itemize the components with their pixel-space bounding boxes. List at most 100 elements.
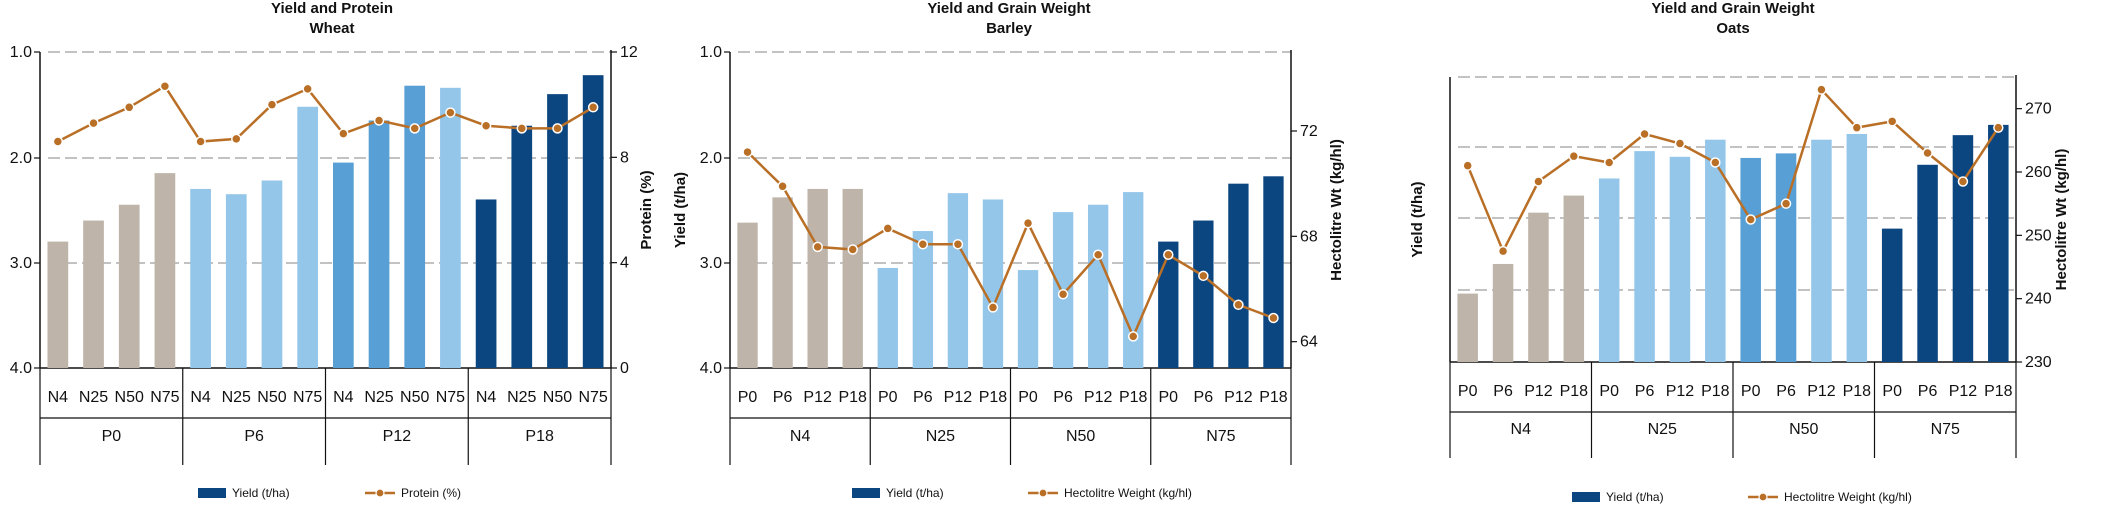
line-point [1745, 214, 1756, 225]
line-point [1816, 84, 1827, 95]
category-label: N25 [79, 389, 108, 406]
left-tick-label: 3.0 [700, 255, 722, 272]
right-tick-label: 260 [2025, 164, 2052, 181]
line-point [1639, 128, 1650, 140]
category-label: N4 [333, 389, 354, 406]
right-tick-label: 240 [2025, 291, 2052, 308]
line-point [552, 123, 563, 134]
left-tick-label: 2.0 [700, 150, 722, 167]
category-label: P12 [1807, 383, 1836, 400]
bar [47, 241, 69, 368]
legend-line-marker [375, 488, 385, 498]
bar [1917, 164, 1938, 362]
category-label: P12 [1666, 383, 1695, 400]
bar [547, 94, 568, 368]
left-tick-label: 4.0 [10, 360, 32, 377]
legend-bar-swatch [1572, 492, 1600, 502]
group-label: P18 [525, 428, 554, 445]
category-label: N4 [476, 389, 497, 406]
bar [1263, 176, 1284, 368]
category-label: P18 [1560, 383, 1589, 400]
bar [582, 75, 604, 368]
legend-bar-swatch [852, 488, 880, 498]
category-label: P0 [1018, 389, 1038, 406]
category-label: N25 [364, 389, 393, 406]
line-point [1462, 160, 1473, 171]
category-label: P0 [738, 389, 758, 406]
bar [332, 162, 354, 368]
bar [947, 193, 969, 368]
line-point [123, 102, 135, 113]
category-label: P12 [1084, 389, 1113, 406]
line-point [1198, 270, 1209, 282]
category-label: N75 [436, 389, 465, 406]
category-label: P12 [1224, 389, 1253, 406]
line-point [195, 136, 206, 147]
bar [83, 220, 104, 368]
legend-line-marker [1038, 488, 1048, 498]
line-point [1163, 249, 1174, 261]
line-point [952, 238, 964, 250]
legend-bar-label: Yield (t/ha) [886, 486, 944, 500]
group-label: N4 [1511, 421, 1532, 438]
category-label: N4 [190, 389, 211, 406]
bar [1669, 156, 1691, 362]
left-tick-label: 1.0 [700, 44, 722, 61]
category-label: P12 [1949, 383, 1978, 400]
right-tick-label: 72 [1300, 123, 1318, 140]
category-label: P18 [1843, 383, 1872, 400]
line-point [1993, 122, 2004, 133]
bar [1087, 204, 1109, 368]
bar [404, 85, 426, 368]
right-tick-label: 12 [620, 44, 638, 61]
line-point [882, 223, 894, 234]
line-point [1268, 312, 1279, 324]
line-point [1603, 157, 1615, 168]
category-label: P0 [1599, 383, 1619, 400]
bar [1228, 183, 1249, 368]
right-tick-label: 64 [1300, 334, 1318, 351]
bar [1158, 241, 1179, 368]
series-line [1466, 87, 2000, 255]
bar [154, 173, 176, 368]
chart-title: Yield and Protein [271, 0, 393, 17]
series-line [746, 151, 1274, 340]
legend-line-label: Protein (%) [401, 486, 461, 500]
group-label: P6 [244, 428, 264, 445]
bar [1952, 135, 1974, 362]
chart-subtitle: Oats [1716, 20, 1749, 37]
line-point [587, 102, 599, 113]
line-point [445, 107, 456, 118]
group-label: N75 [1206, 428, 1235, 445]
chart-panel-1: Yield and Protein Wheat 1.0 2.0 3.0 4.0 0 4 8 12 Y… [10, 0, 655, 500]
right-axis-label: Hectolitre Wt (kg/hl) [1328, 139, 1345, 281]
bar [261, 180, 283, 368]
category-label: P18 [979, 389, 1008, 406]
bar [297, 106, 319, 369]
line-point [1092, 249, 1104, 261]
bar [1811, 139, 1832, 362]
line-point [812, 241, 823, 253]
line-point [777, 181, 788, 192]
bar [982, 199, 1004, 368]
bar [1457, 293, 1478, 362]
legend-line-label: Hectolitre Weight (kg/hl) [1064, 486, 1192, 500]
line-point [1127, 331, 1139, 342]
line-point [987, 302, 999, 313]
category-label: P0 [1882, 383, 1902, 400]
category-label: P18 [1984, 383, 2013, 400]
bar [1740, 157, 1761, 362]
category-label: P0 [1741, 383, 1761, 400]
line-point [1886, 116, 1898, 127]
category-label: P6 [1776, 383, 1796, 400]
bar [1492, 263, 1514, 362]
line-point [231, 133, 242, 145]
line-point [742, 146, 753, 158]
left-tick-label: 3.0 [10, 255, 32, 272]
group-label: P12 [383, 428, 412, 445]
line-point [516, 123, 528, 134]
group-label: P0 [102, 428, 122, 445]
category-label: P6 [773, 389, 793, 406]
group-label: N50 [1066, 428, 1095, 445]
